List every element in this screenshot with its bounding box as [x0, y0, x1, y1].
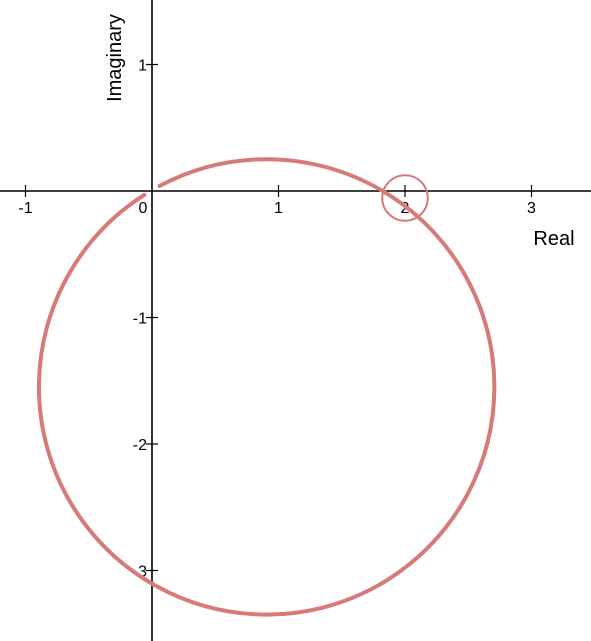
critical-point-marker [381, 174, 429, 222]
nyquist-curve [36, 157, 497, 617]
series-layer [36, 157, 497, 617]
x-axis-title: Real [533, 228, 574, 250]
y-tick-label: -1 [133, 311, 147, 328]
ticks [24, 63, 533, 572]
x-tick-label: 0 [139, 200, 148, 217]
x-tick-label: 1 [274, 200, 283, 217]
marker-layer [381, 174, 429, 222]
y-tick-label: 1 [138, 58, 147, 75]
tick-labels: -1 0 1 2 31-1-2-3 [18, 58, 536, 581]
y-tick-label: -2 [133, 437, 147, 454]
x-tick-label: -1 [18, 200, 32, 217]
x-tick-label: 3 [527, 200, 536, 217]
y-axis-title: Imaginary [104, 14, 126, 102]
